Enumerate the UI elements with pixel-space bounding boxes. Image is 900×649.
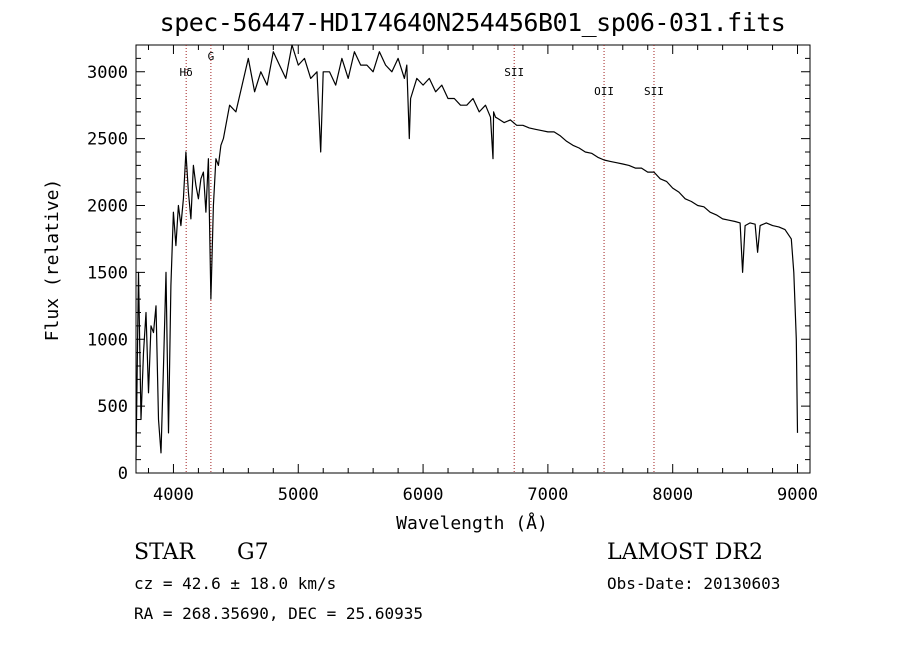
y-tick-label: 0 bbox=[118, 464, 128, 484]
spectrum-series-line bbox=[135, 44, 799, 460]
marker-label-1: G bbox=[208, 50, 215, 63]
y-tick-label: 3000 bbox=[87, 63, 128, 83]
x-axis-label: Wavelength (Å) bbox=[396, 512, 548, 534]
object-type: STAR bbox=[134, 540, 195, 565]
marker-label-2: SII bbox=[504, 66, 524, 79]
x-tick-label: 6000 bbox=[403, 485, 444, 505]
spectral-subclass: G7 bbox=[237, 540, 269, 565]
marker-label-0: Hδ bbox=[180, 66, 193, 79]
survey-label: LAMOST DR2 bbox=[607, 540, 763, 565]
y-tick-label: 1000 bbox=[87, 330, 128, 350]
marker-label-3: OII bbox=[594, 85, 614, 98]
x-tick-label: 8000 bbox=[652, 485, 693, 505]
marker-label-4: SII bbox=[644, 85, 664, 98]
x-tick-label: 5000 bbox=[278, 485, 319, 505]
y-axis-label: Flux (relative) bbox=[42, 179, 63, 342]
y-tick-label: 500 bbox=[97, 397, 128, 417]
observation-date: Obs-Date: 20130603 bbox=[607, 574, 781, 593]
coordinates: RA = 268.35690, DEC = 25.60935 bbox=[134, 604, 423, 623]
x-tick-label: 9000 bbox=[777, 485, 818, 505]
y-tick-label: 1500 bbox=[87, 263, 128, 283]
y-tick-label: 2000 bbox=[87, 197, 128, 217]
y-tick-label: 2500 bbox=[87, 130, 128, 150]
radial-velocity: cz = 42.6 ± 18.0 km/s bbox=[134, 574, 337, 593]
x-tick-label: 4000 bbox=[153, 485, 194, 505]
chart-title: spec-56447-HD174640N254456B01_sp06-031.f… bbox=[159, 8, 786, 37]
x-tick-label: 7000 bbox=[527, 485, 568, 505]
